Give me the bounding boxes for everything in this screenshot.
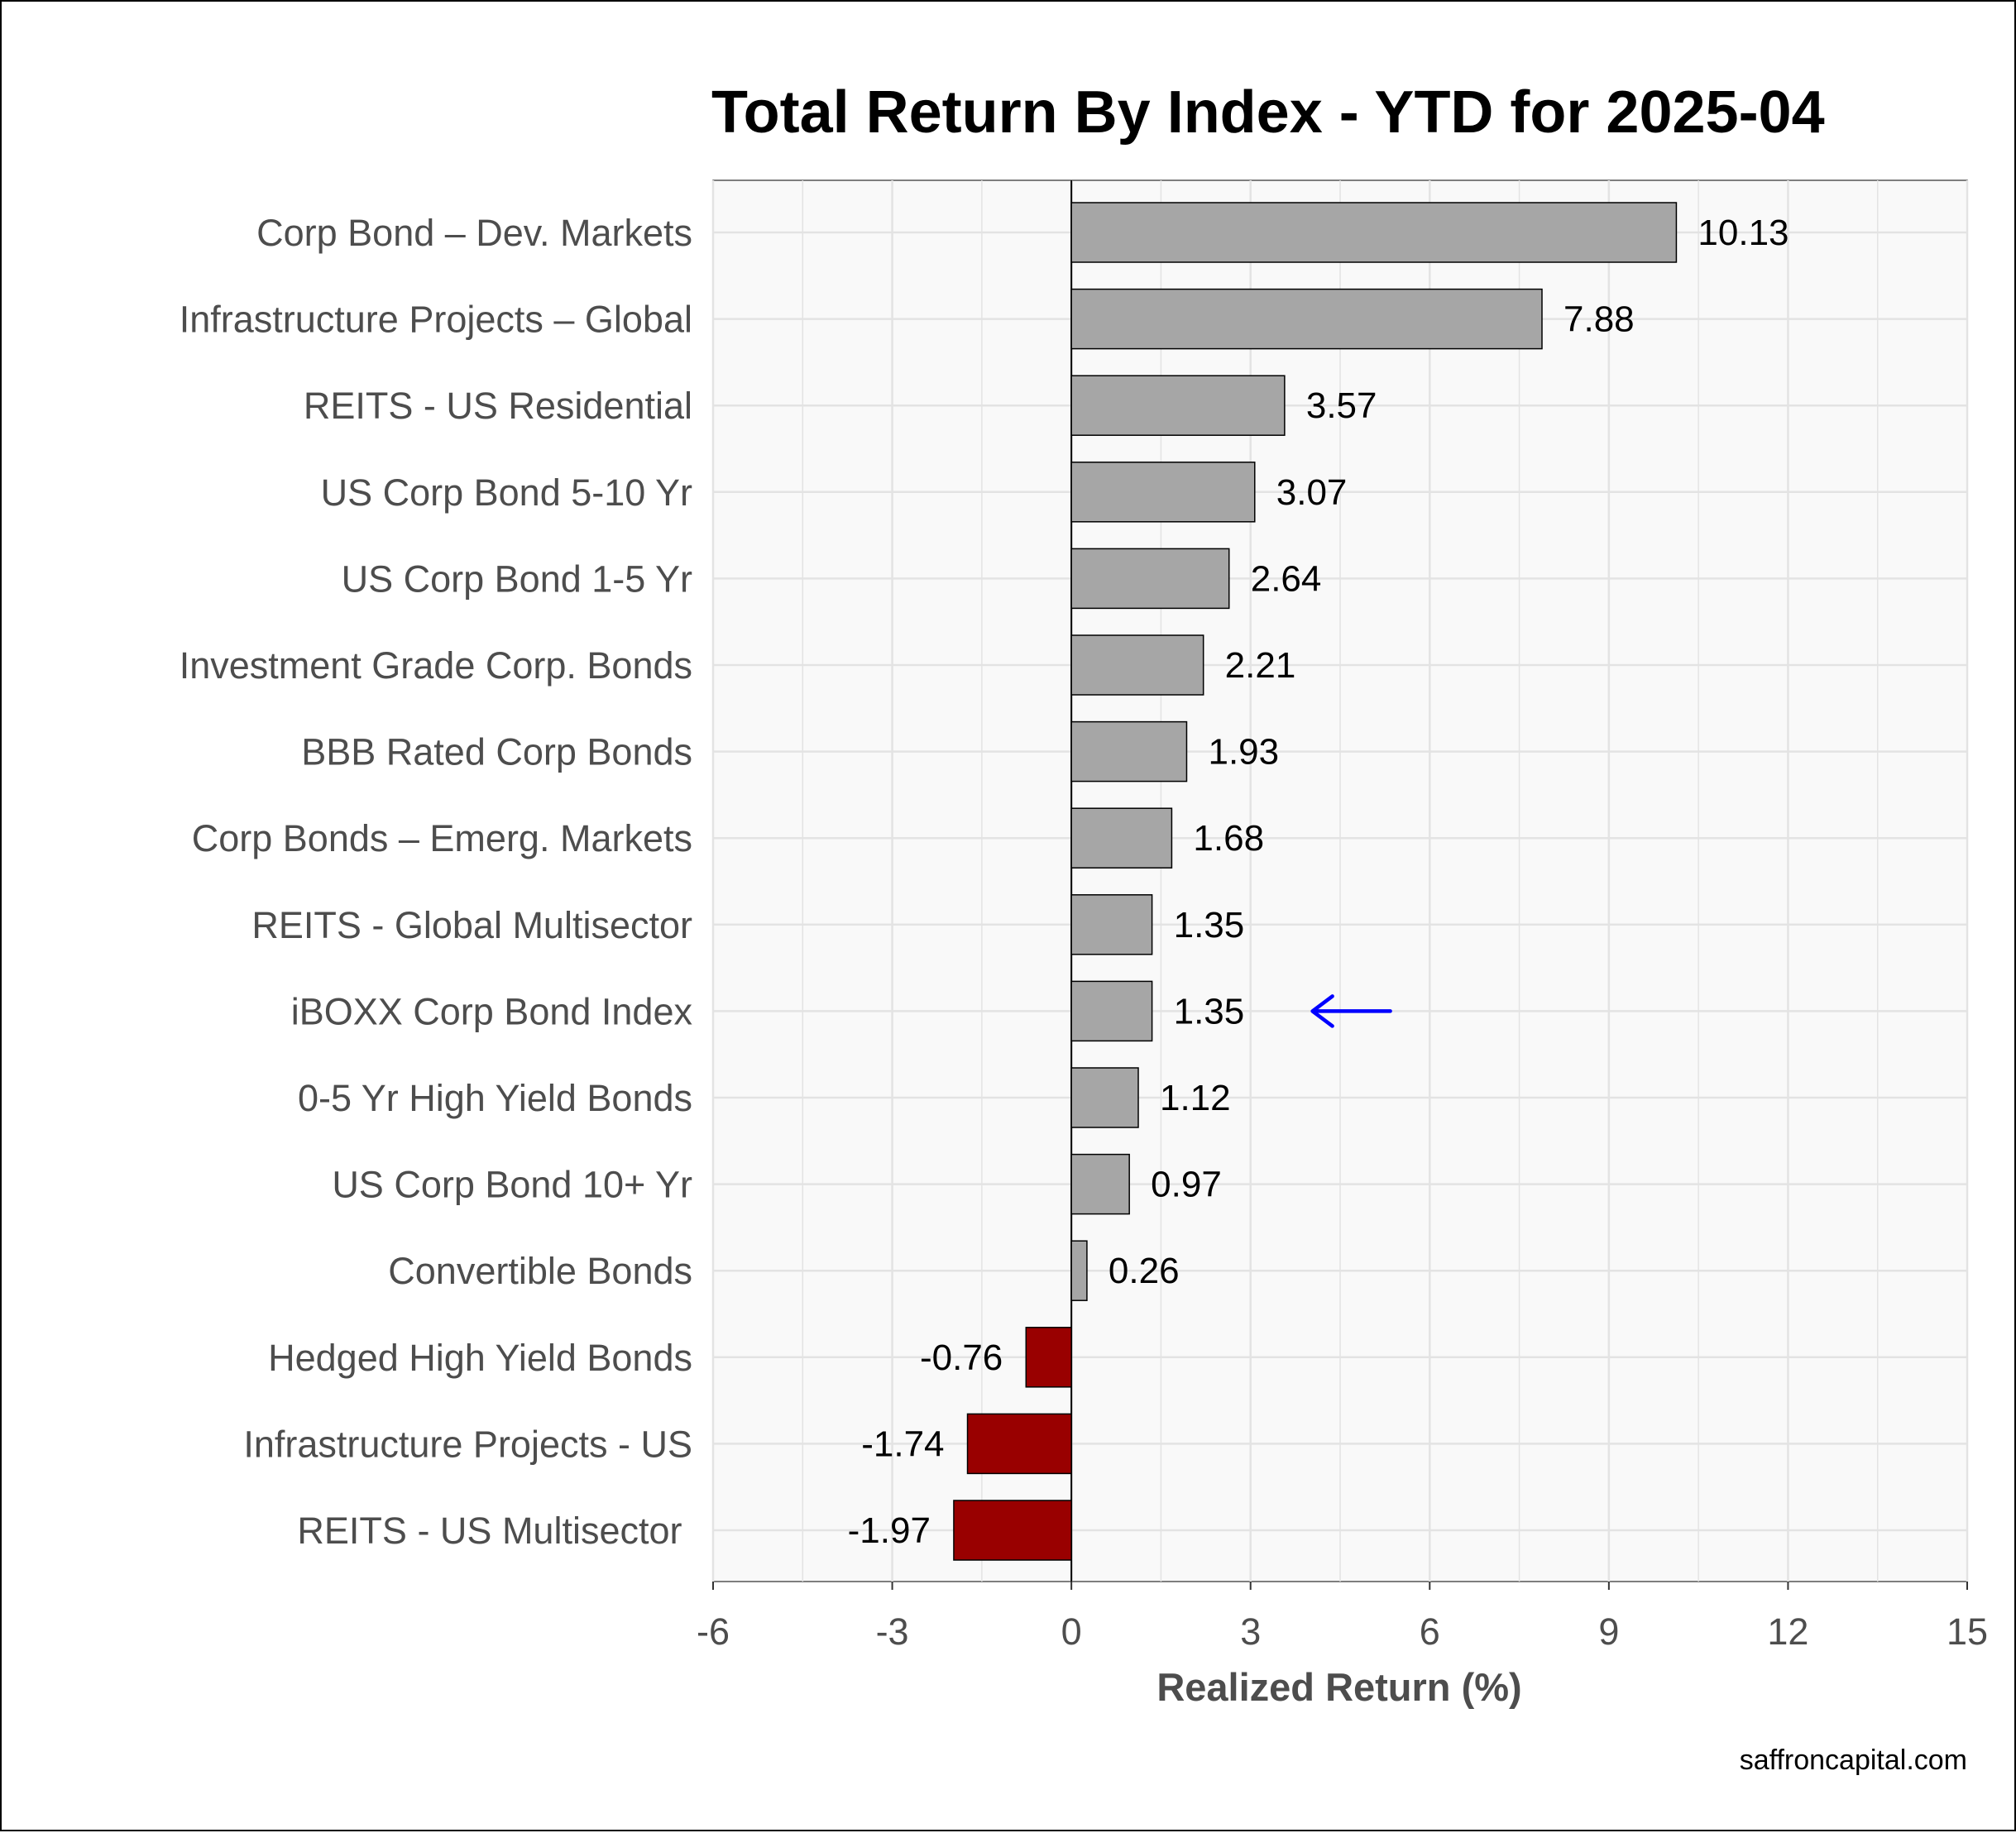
bar	[1070, 1153, 1130, 1215]
x-tick-label: 9	[1598, 1610, 1619, 1653]
data-label: 2.21	[1225, 645, 1296, 686]
x-axis-title: Realized Return (%)	[1156, 1665, 1521, 1709]
category-label: Hedged High Yield Bonds	[268, 1337, 692, 1379]
bar	[1070, 288, 1543, 350]
arrow-icon	[1310, 994, 1392, 1028]
bar	[1070, 548, 1230, 610]
data-label: -0.76	[920, 1338, 1003, 1378]
category-label: US Corp Bond 10+ Yr	[332, 1164, 692, 1206]
annotations	[1310, 994, 1392, 1028]
value-labels: 10.13 7.88 3.57 3.07 2.64 2.21 1.93 1.68 1.35 1.3…	[848, 213, 1789, 1551]
data-label: 1.68	[1193, 818, 1264, 859]
data-label: 0.97	[1151, 1165, 1222, 1205]
x-tick-label: 15	[1947, 1610, 1988, 1653]
category-label: iBOXX Corp Bond Index	[291, 990, 693, 1032]
data-label: 1.35	[1174, 991, 1245, 1031]
category-label: REITS - Global Multisector	[251, 904, 692, 946]
x-tick-label: 6	[1420, 1610, 1440, 1653]
data-label: 2.64	[1251, 558, 1322, 599]
bar	[1070, 807, 1173, 869]
category-labels: Corp Bond – Dev. Markets Infrastructure P…	[180, 212, 693, 1552]
bar	[1070, 634, 1204, 696]
x-axis-ticks: -6 -3 0 3 6 9 12 15	[697, 1582, 1988, 1653]
data-label: 1.35	[1174, 905, 1245, 945]
bar	[1070, 462, 1256, 523]
bar	[1070, 375, 1286, 436]
category-label: Investment Grade Corp. Bonds	[180, 644, 692, 687]
data-label: 3.07	[1276, 472, 1348, 513]
data-label: -1.97	[848, 1510, 931, 1551]
data-label: 0.26	[1109, 1251, 1180, 1291]
category-label: Convertible Bonds	[388, 1250, 692, 1292]
data-label: 3.57	[1306, 385, 1377, 426]
x-tick-label: -3	[876, 1610, 909, 1653]
category-label: Corp Bond – Dev. Markets	[256, 212, 692, 254]
bar	[1070, 894, 1153, 955]
category-label: REITS - US Multisector	[297, 1510, 692, 1552]
category-label: BBB Rated Corp Bonds	[301, 731, 692, 773]
x-tick-label: 0	[1061, 1610, 1082, 1653]
bars	[953, 202, 1678, 1561]
data-label: 10.13	[1698, 213, 1789, 253]
category-label: Infrastructure Projects - US	[243, 1423, 692, 1465]
data-label: 1.12	[1160, 1078, 1231, 1118]
arrow-head	[1310, 994, 1334, 1028]
data-label: 7.88	[1563, 299, 1635, 340]
bar	[966, 1413, 1072, 1475]
category-label: 0-5 Yr High Yield Bonds	[298, 1077, 692, 1119]
bar	[1070, 1240, 1088, 1301]
data-label: 1.93	[1208, 732, 1279, 773]
data-label: -1.74	[861, 1424, 944, 1464]
bar	[1070, 202, 1678, 263]
bar	[1070, 980, 1153, 1042]
category-label: REITS - US Residential	[304, 385, 692, 427]
bar	[953, 1500, 1072, 1561]
x-tick-label: -6	[697, 1610, 730, 1653]
chart-title: Total Return By Index - YTD for 2025-04	[711, 79, 1825, 146]
x-tick-label: 12	[1767, 1610, 1808, 1653]
bar	[1070, 720, 1188, 782]
category-label: Infrastructure Projects – Global	[180, 299, 692, 341]
x-tick-label: 3	[1240, 1610, 1261, 1653]
source-credit: saffroncapital.com	[1740, 1744, 1967, 1776]
bar	[1025, 1327, 1072, 1388]
category-label: Corp Bonds – Emerg. Markets	[192, 817, 692, 859]
category-label: US Corp Bond 1-5 Yr	[342, 558, 692, 600]
category-label: US Corp Bond 5-10 Yr	[321, 471, 692, 514]
bar	[1070, 1067, 1139, 1128]
